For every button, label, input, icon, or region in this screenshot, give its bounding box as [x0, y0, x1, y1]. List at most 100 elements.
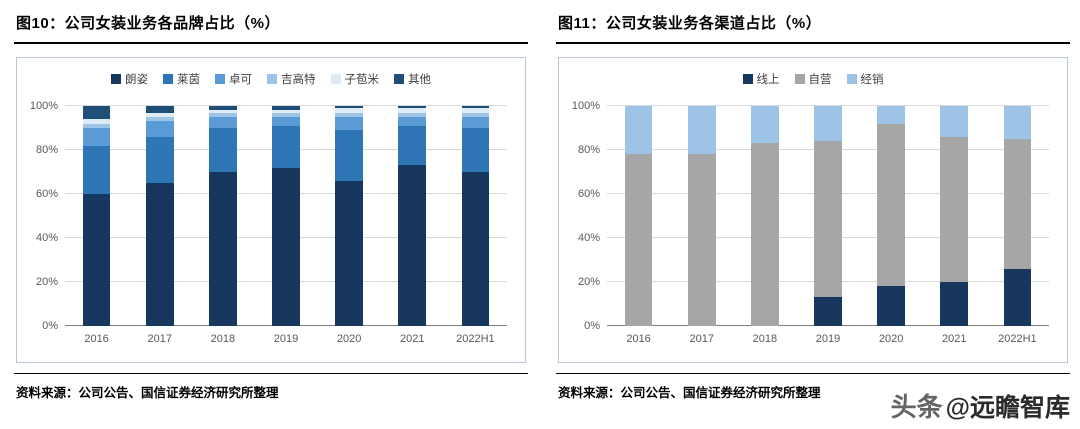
stacked-bar [687, 106, 716, 326]
bar-segment [398, 108, 427, 113]
legend-label: 其他 [408, 74, 431, 86]
bar-slot [607, 106, 670, 326]
y-tick-label: 20% [35, 276, 58, 288]
y-tick-label: 60% [577, 188, 600, 200]
legend-label: 莱茵 [177, 74, 200, 86]
title-divider [14, 42, 528, 44]
bar-segment [82, 106, 111, 120]
bar-segment [272, 167, 300, 326]
source-note-channel: 资料来源：公司公告、国信证券经济研究所整理 [558, 386, 821, 400]
legend-label: 朗姿 [125, 74, 148, 86]
bar-segment [750, 106, 779, 144]
stacked-bar [82, 106, 111, 326]
bar-segment [461, 106, 490, 109]
bar-segment [398, 125, 427, 166]
stacked-bar [208, 106, 237, 326]
y-tick-label: 0% [584, 320, 600, 332]
y-tick-label: 80% [577, 144, 600, 156]
bar-segment [461, 117, 490, 128]
legend-item: 线上 [742, 71, 780, 87]
bar-segment [814, 297, 842, 326]
bar-segment [398, 106, 427, 109]
bar-segment [82, 194, 111, 326]
bar-segment [145, 106, 174, 113]
bar-slot [65, 106, 128, 326]
chart-legend: 线上 自营 经销 [559, 58, 1067, 87]
bar-segment [335, 112, 364, 118]
x-tick-label: 2016 [626, 333, 651, 345]
source-note-brand: 资料来源：公司公告、国信证券经济研究所整理 [16, 386, 279, 400]
bar-segment [687, 106, 716, 155]
x-tick-label: 2022H1 [456, 333, 495, 345]
x-tick-label: 2020 [878, 333, 904, 345]
stacked-bar [624, 106, 653, 326]
x-tick-label: 2018 [752, 333, 778, 345]
x-tick-label: 2021 [942, 333, 967, 345]
bar-segment [145, 117, 174, 122]
bar-slot [128, 106, 191, 326]
bar-slot [254, 106, 317, 326]
watermark-handle: @远瞻智库 [945, 393, 1070, 422]
legend-item: 子苞米 [330, 71, 379, 87]
channel-share-chart: 线上 自营 经销 0% 20% 40% 60% 80% 100% 2016 2017 2018 2019… [558, 57, 1068, 363]
stacked-bar [461, 106, 490, 326]
bar-segment [335, 117, 364, 131]
x-tick-label: 2022H1 [998, 333, 1037, 345]
bar-slot [796, 106, 859, 326]
y-tick-label: 0% [42, 320, 58, 332]
stacked-bar [940, 106, 969, 326]
bar-slot [670, 106, 733, 326]
panel-brand-share: 图10：公司女装业务各品牌占比（%） 朗姿 莱茵 卓可 吉高特 子苞米 其他 0% 20% 40… [14, 8, 528, 401]
toutiao-logo: 头条 [890, 392, 943, 422]
bar-segment [461, 128, 490, 172]
bar-segment [208, 128, 237, 172]
y-tick-label: 60% [35, 188, 58, 200]
legend-item: 莱茵 [163, 71, 200, 87]
x-tick-label: 2017 [147, 333, 172, 345]
bar-segment [82, 145, 111, 194]
bar-segment [145, 183, 174, 326]
source-divider [14, 373, 528, 374]
bars-row [607, 106, 1049, 326]
bar-segment [272, 117, 300, 126]
stacked-bar [877, 106, 906, 326]
legend-swatch [267, 74, 277, 84]
bar-segment [208, 106, 237, 111]
legend-label: 卓可 [229, 74, 252, 86]
x-tick-label: 2018 [210, 333, 236, 345]
bar-segment [82, 123, 111, 129]
chart-title-brand: 图10：公司女装业务各品牌占比（%） [16, 15, 281, 32]
stacked-bar [272, 106, 300, 326]
bar-segment [145, 136, 174, 183]
bar-segment [208, 172, 237, 326]
legend-swatch [394, 74, 404, 84]
watermark: 头条 @远瞻智库 [891, 387, 1070, 424]
y-tick-label: 80% [35, 144, 58, 156]
bar-segment [208, 110, 237, 113]
x-tick-label: 2017 [689, 333, 714, 345]
bar-segment [398, 112, 427, 118]
x-tick-label: 2020 [336, 333, 362, 345]
bar-segment [335, 180, 364, 326]
bar-segment [624, 154, 653, 326]
bar-segment [750, 143, 779, 326]
bar-segment [145, 121, 174, 137]
bar-segment [461, 112, 490, 117]
bar-segment [335, 106, 364, 109]
bar-segment [272, 110, 300, 113]
bar-segment [877, 106, 906, 124]
chart-title-channel: 图11：公司女装业务各渠道占比（%） [558, 15, 822, 32]
bar-segment [814, 106, 842, 142]
bar-slot [318, 106, 381, 326]
legend-swatch [215, 74, 225, 84]
legend-swatch [794, 74, 805, 84]
gridline [65, 105, 507, 106]
bar-segment [272, 125, 300, 168]
x-tick-label: 2016 [84, 333, 109, 345]
bar-segment [208, 112, 237, 117]
legend-item: 其他 [394, 71, 431, 87]
legend-swatch [330, 74, 341, 84]
bar-slot [381, 106, 444, 326]
legend-item: 经销 [846, 71, 884, 87]
legend-swatch [846, 74, 857, 84]
